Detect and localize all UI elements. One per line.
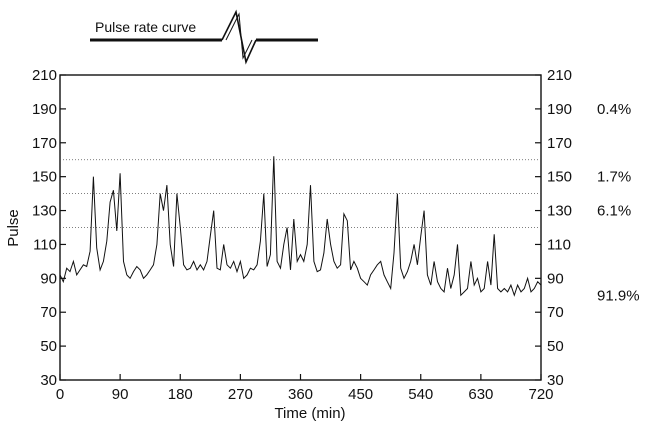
right-y-tick-label: 150 xyxy=(547,169,572,186)
x-tick-label: 630 xyxy=(468,386,493,403)
pulse-series-line xyxy=(59,156,542,297)
right-y-tick-labels: 30 50 70 90 110 130 150 170 190 210 xyxy=(547,67,572,389)
left-y-tick-label: 90 xyxy=(40,270,57,287)
axis-ticks xyxy=(59,74,542,381)
x-tick-label: 270 xyxy=(228,386,253,403)
right-y-tick-label: 170 xyxy=(547,135,572,152)
y-axis-label: Pulse xyxy=(5,209,22,247)
right-y-tick-label: 70 xyxy=(547,304,564,321)
x-tick-label: 180 xyxy=(168,386,193,403)
band-percentages: 0.4% 1.7% 6.1% 91.9% xyxy=(597,101,640,304)
right-y-tick-label: 50 xyxy=(547,338,564,355)
x-tick-label: 360 xyxy=(288,386,313,403)
right-y-tick-label: 30 xyxy=(547,372,564,389)
right-y-tick-label: 110 xyxy=(547,236,571,253)
x-axis-label: Time (min) xyxy=(274,405,345,422)
threshold-lines xyxy=(60,159,541,228)
left-y-tick-label: 130 xyxy=(32,203,57,220)
band-percentage-label: 0.4% xyxy=(597,101,631,118)
band-percentage-label: 1.7% xyxy=(597,169,631,186)
legend-zigzag-inner xyxy=(225,12,253,60)
chart-legend: Pulse rate curve xyxy=(90,9,318,65)
x-tick-label: 540 xyxy=(408,386,433,403)
x-tick-label: 0 xyxy=(56,386,64,403)
left-y-tick-label: 50 xyxy=(40,338,57,355)
band-percentage-label: 6.1% xyxy=(597,203,631,220)
left-y-tick-label: 110 xyxy=(33,236,57,253)
left-y-tick-label: 170 xyxy=(32,135,57,152)
left-y-tick-label: 210 xyxy=(32,67,57,84)
left-y-tick-label: 70 xyxy=(40,304,57,321)
right-y-tick-label: 210 xyxy=(547,67,572,84)
x-tick-label: 90 xyxy=(112,386,129,403)
x-tick-label: 450 xyxy=(348,386,373,403)
x-tick-label: 720 xyxy=(528,386,553,403)
band-percentage-label: 91.9% xyxy=(597,287,640,304)
left-y-tick-labels: 30 50 70 90 110 130 150 170 190 210 xyxy=(32,67,57,389)
x-tick-labels: 0 90 180 270 360 450 540 630 720 xyxy=(56,386,554,403)
left-y-tick-label: 190 xyxy=(32,101,57,118)
left-y-tick-label: 150 xyxy=(32,169,57,186)
right-y-tick-label: 130 xyxy=(547,203,572,220)
right-y-tick-label: 90 xyxy=(547,270,564,287)
right-y-tick-label: 190 xyxy=(547,101,572,118)
chart-title: Pulse rate curve xyxy=(95,19,196,35)
left-y-tick-label: 30 xyxy=(40,372,57,389)
